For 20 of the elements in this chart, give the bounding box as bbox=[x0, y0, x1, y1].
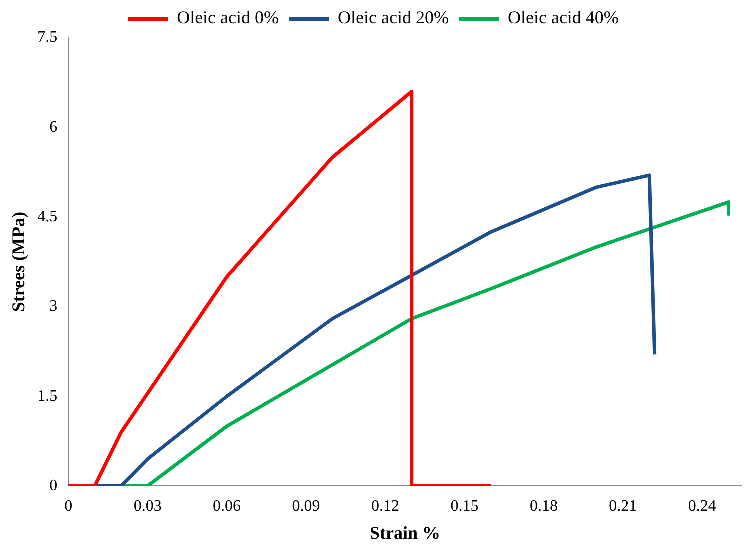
x-tick-label: 0.18 bbox=[530, 498, 558, 516]
y-tick-label: 7.5 bbox=[38, 29, 58, 46]
y-tick-label: 1.5 bbox=[38, 388, 58, 405]
y-axis-title: Strees (MPa) bbox=[8, 212, 28, 312]
x-tick-label: 0.09 bbox=[292, 498, 320, 516]
legend-label: Oleic acid 20% bbox=[338, 8, 449, 28]
x-axis-title: Strain % bbox=[370, 522, 441, 543]
x-tick-label: 0.15 bbox=[450, 498, 479, 516]
x-tick-label: 0.03 bbox=[134, 498, 162, 516]
y-tick-label: 3 bbox=[50, 298, 58, 316]
x-tick-label: 0.24 bbox=[688, 498, 716, 516]
x-tick-label: 0.21 bbox=[609, 498, 638, 516]
legend-label: Oleic acid 40% bbox=[508, 8, 619, 28]
y-tick-label: 4.5 bbox=[38, 208, 58, 226]
x-tick-label: 0.06 bbox=[213, 498, 242, 516]
y-tick-label: 6 bbox=[50, 118, 58, 136]
legend-label: Oleic acid 0% bbox=[177, 8, 280, 28]
x-tick-label: 0.12 bbox=[371, 498, 400, 516]
y-tick-label: 0 bbox=[50, 477, 58, 494]
x-tick-label: 0 bbox=[64, 498, 73, 516]
